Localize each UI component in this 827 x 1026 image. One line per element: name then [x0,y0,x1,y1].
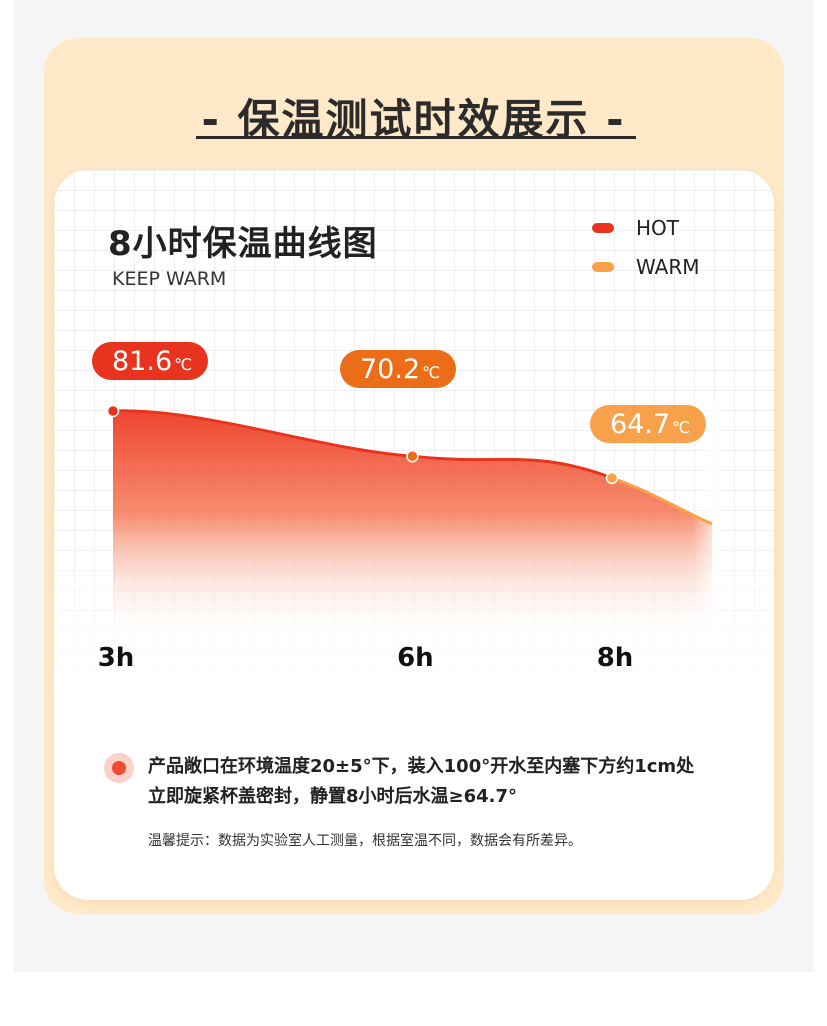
footnote-line-1: 产品敞口在环境温度20±5°下，装入100°开水至内塞下方约1cm处 [148,756,695,777]
chart-subtitle: KEEP WARM [112,268,227,290]
data-point-6h [406,449,419,463]
legend-warm: WARM [592,255,700,279]
data-point-8h [605,471,619,485]
value-bubble-3h [92,342,208,380]
heading-underline [196,136,636,139]
warm-tip: 温馨提示：数据为实验室人工测量，根据室温不同，数据会有所差异。 [148,833,582,849]
value-number: 81.6 [112,346,172,377]
x-tick-8h: 8h [597,643,634,673]
value-unit: ℃ [174,355,192,374]
value-unit: ℃ [672,418,690,437]
value-number: 70.2 [360,354,420,385]
page-heading: - 保温测试时效展示 - [201,95,626,144]
chart-title: 8小时保温曲线图 [108,224,378,264]
value-label-8h: 64.7 ℃ [610,409,690,440]
value-label-6h: 70.2 ℃ [360,354,440,385]
value-unit: ℃ [422,363,440,382]
value-bubble-8h [590,405,706,443]
value-bubble-6h [340,350,456,388]
legend-hot-swatch [592,223,614,233]
legend-hot-label: HOT [636,216,679,240]
x-tick-6h: 6h [397,643,434,673]
legend-hot: HOT [592,216,679,240]
footnote-line-2: 立即旋紧杯盖密封，静置8小时后水温≥64.7° [148,786,518,807]
value-number: 64.7 [610,409,670,440]
legend-warm-label: WARM [636,255,700,279]
x-tick-3h: 3h [98,643,135,673]
value-label-3h: 81.6 ℃ [112,346,192,377]
test-footnote: 产品敞口在环境温度20±5°下，装入100°开水至内塞下方约1cm处 立即旋紧杯… [148,752,748,812]
data-point-3h [106,404,120,418]
legend-warm-swatch [592,262,614,272]
bullet-dot-icon [104,753,134,783]
hot-series-line [112,409,613,480]
